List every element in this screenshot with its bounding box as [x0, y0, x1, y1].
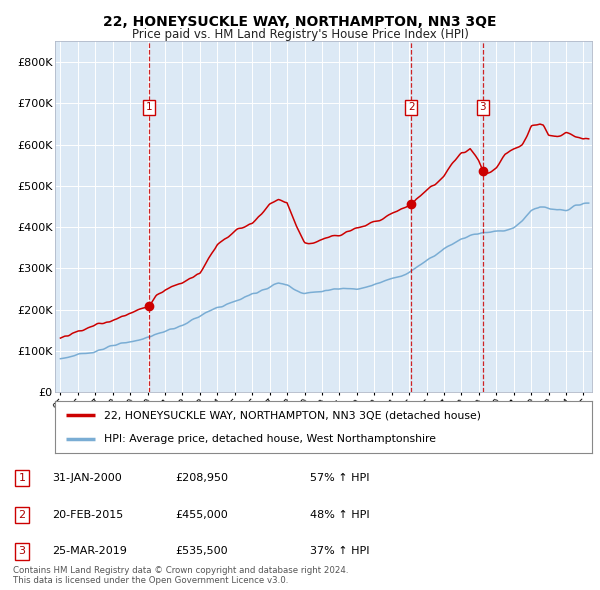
Text: 57% ↑ HPI: 57% ↑ HPI: [310, 473, 370, 483]
Text: 1: 1: [19, 473, 25, 483]
Text: 48% ↑ HPI: 48% ↑ HPI: [310, 510, 370, 520]
Text: 37% ↑ HPI: 37% ↑ HPI: [310, 546, 370, 556]
Text: 2: 2: [19, 510, 26, 520]
Text: 3: 3: [19, 546, 25, 556]
Text: Price paid vs. HM Land Registry's House Price Index (HPI): Price paid vs. HM Land Registry's House …: [131, 28, 469, 41]
Text: 2: 2: [408, 103, 415, 112]
Text: £455,000: £455,000: [175, 510, 228, 520]
Text: 1: 1: [146, 103, 152, 112]
Text: Contains HM Land Registry data © Crown copyright and database right 2024.: Contains HM Land Registry data © Crown c…: [13, 566, 349, 575]
Text: 25-MAR-2019: 25-MAR-2019: [52, 546, 127, 556]
Text: £535,500: £535,500: [175, 546, 227, 556]
Text: £208,950: £208,950: [175, 473, 228, 483]
Text: 3: 3: [479, 103, 486, 112]
Text: 22, HONEYSUCKLE WAY, NORTHAMPTON, NN3 3QE (detached house): 22, HONEYSUCKLE WAY, NORTHAMPTON, NN3 3Q…: [104, 410, 481, 420]
Text: 20-FEB-2015: 20-FEB-2015: [52, 510, 123, 520]
Text: HPI: Average price, detached house, West Northamptonshire: HPI: Average price, detached house, West…: [104, 434, 436, 444]
Text: 22, HONEYSUCKLE WAY, NORTHAMPTON, NN3 3QE: 22, HONEYSUCKLE WAY, NORTHAMPTON, NN3 3Q…: [103, 15, 497, 29]
Text: 31-JAN-2000: 31-JAN-2000: [52, 473, 122, 483]
Text: This data is licensed under the Open Government Licence v3.0.: This data is licensed under the Open Gov…: [13, 576, 289, 585]
